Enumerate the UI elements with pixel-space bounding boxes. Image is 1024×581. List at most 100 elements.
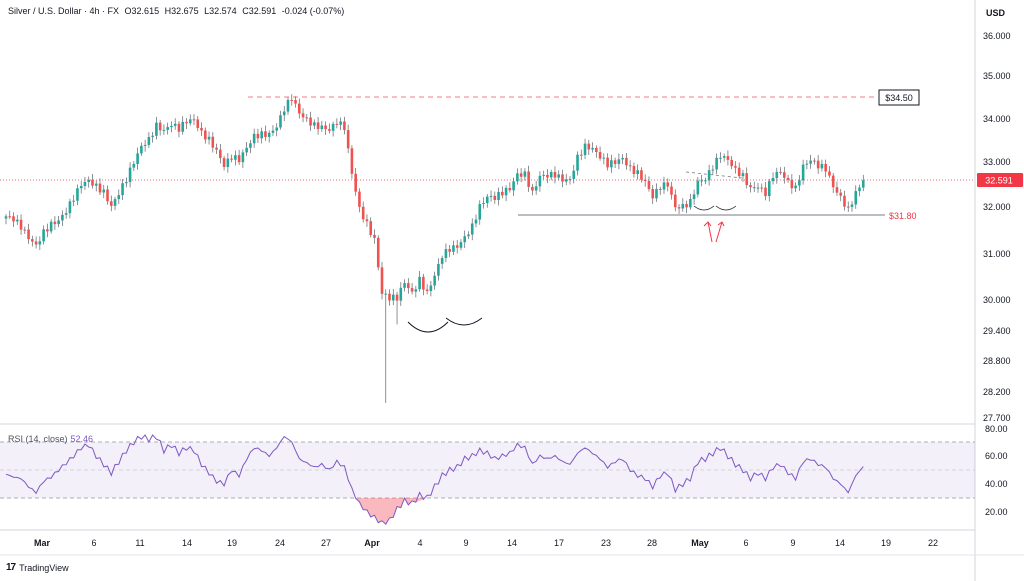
last-price-badge [977,173,1023,187]
candle-body [606,157,609,168]
candle-body [452,245,455,252]
candle-body [429,285,433,292]
date-tick-label: 28 [647,538,657,548]
candle-body [685,203,688,208]
candle-body [53,221,57,225]
candle-body [79,185,83,189]
candle-body [527,171,530,187]
date-tick-label: 14 [507,538,517,548]
candle-body [113,199,117,206]
rsi-line-group[interactable] [5,434,864,525]
candle-body [719,157,722,159]
candle-body [414,289,418,292]
brand-name: TradingView [19,562,69,573]
candle-body [188,119,192,124]
candle-body [241,152,245,163]
candle-body [861,180,865,188]
candle-body [632,165,636,175]
candle-body [132,163,136,168]
candle-body [418,276,421,290]
candle-body [256,133,260,139]
footer-brand[interactable]: 17 TradingView [6,562,69,573]
candle-body [102,189,106,193]
candle-body [27,229,30,240]
candle-body [779,171,782,173]
candles[interactable] [4,94,865,403]
candle-body [816,160,820,169]
time-axis[interactable]: Mar 6 11 14 19 24 27 Apr 4 9 14 17 23 28 May 6 9 14 19 22 [34,538,938,548]
ohlc-change: -0.024 (-0.07%) [281,6,345,16]
candle-body [297,103,301,114]
candle-body [140,145,143,154]
date-tick-label: 17 [554,538,564,548]
candle-body [775,171,779,179]
candle-body [403,283,406,288]
symbol-header[interactable]: Silver / U.S. Dollar · 4h · FX O32.615 H… [8,6,347,16]
candle-body [824,164,827,172]
candle-body [598,151,602,159]
candle-body [636,170,639,175]
rsi-tick-label: 80.00 [985,424,1008,434]
candle-body [316,122,320,130]
candle-body [46,229,49,232]
candle-body [31,239,34,242]
candle-body [328,129,331,131]
ohlc-low: L32.574 [204,6,237,16]
candle-body [155,122,158,136]
candle-body [771,178,775,182]
candle-body [151,135,154,138]
date-tick-label: 6 [91,538,96,548]
date-tick-label: 14 [835,538,845,548]
currency-label[interactable]: USD [986,8,1006,18]
candle-body [264,131,267,137]
bottom-arc-may-left [693,205,715,211]
candle-body [839,192,843,196]
rsi-axis[interactable]: 80.00 60.00 40.00 20.00 [985,424,1008,517]
candle-body [87,179,91,183]
candle-body [143,144,147,146]
candle-body [422,276,425,290]
candle-body [395,294,399,301]
date-tick-label: 22 [928,538,938,548]
rsi-tick-label: 20.00 [985,507,1008,517]
candle-body [19,219,23,230]
candle-body [640,170,643,180]
candle-body [485,196,489,204]
candle-body [463,236,467,243]
candle-body [843,195,846,207]
candle-body [173,123,177,126]
candle-body [583,143,587,156]
candle-body [512,181,515,191]
candle-body [783,172,786,178]
bottom-arc-may-right [715,205,737,211]
last-price-value: 32.591 [985,176,1013,186]
candle-body [722,156,726,158]
candle-body [579,154,583,156]
candle-body [294,100,297,104]
candle-body [677,207,681,209]
candle-body [373,234,376,238]
candle-body [380,267,384,294]
candle-body [572,170,576,179]
candle-body [478,204,482,220]
candle-body [564,179,568,182]
candle-body [647,181,651,190]
date-tick-label: 4 [417,538,422,548]
price-axis[interactable]: 36.000 35.000 34.000 33.000 32.000 31.000 30.0… [983,31,1011,423]
candle-body [226,158,230,167]
candle-body [673,194,677,208]
candle-body [542,174,545,176]
date-tick-label: 11 [135,538,144,548]
candle-body [83,182,87,186]
candle-body [756,187,760,189]
date-tick-label: 9 [790,538,795,548]
candle-body [549,172,553,178]
candle-body [538,175,542,187]
candle-body [72,200,75,202]
support-label: $31.80 [889,211,917,221]
candle-body [42,229,45,242]
rsi-indicator-label[interactable]: RSI (14, close) 52.46 [8,434,93,444]
candle-body [354,173,357,192]
candle-body [448,249,451,252]
